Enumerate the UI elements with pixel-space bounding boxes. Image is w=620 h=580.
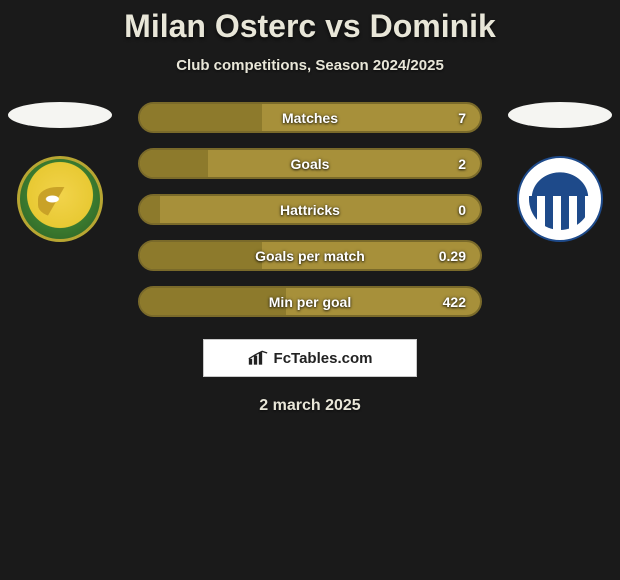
right-club-badge: [517, 156, 603, 242]
stat-fill: [140, 242, 262, 269]
subtitle: Club competitions, Season 2024/2025: [0, 57, 620, 74]
comparison-area: Matches 7 Goals 2 Hattricks 0 Goals per …: [0, 102, 620, 415]
stats-list: Matches 7 Goals 2 Hattricks 0 Goals per …: [138, 102, 482, 317]
stat-label: Goals: [291, 156, 330, 172]
stat-label: Min per goal: [269, 294, 351, 310]
stat-fill: [140, 288, 286, 315]
stat-row-goals-per-match: Goals per match 0.29: [138, 240, 482, 271]
right-player-column: [500, 102, 620, 242]
stat-label: Goals per match: [255, 248, 365, 264]
stat-value: 0.29: [439, 248, 466, 264]
stat-row-hattricks: Hattricks 0: [138, 194, 482, 225]
left-player-avatar: [8, 102, 112, 128]
left-club-badge: [17, 156, 103, 242]
stat-value: 7: [458, 110, 466, 126]
stat-fill: [140, 196, 160, 223]
page-title: Milan Osterc vs Dominik: [0, 0, 620, 45]
left-player-column: [0, 102, 120, 242]
brand-badge[interactable]: FcTables.com: [203, 339, 417, 377]
stat-label: Hattricks: [280, 202, 340, 218]
stat-fill: [140, 104, 262, 131]
stat-value: 422: [443, 294, 466, 310]
stat-row-matches: Matches 7: [138, 102, 482, 133]
stat-row-goals: Goals 2: [138, 148, 482, 179]
stat-value: 2: [458, 156, 466, 172]
brand-text: FcTables.com: [274, 350, 373, 367]
stat-row-min-per-goal: Min per goal 422: [138, 286, 482, 317]
footer-date: 2 march 2025: [0, 397, 620, 415]
stat-fill: [140, 150, 208, 177]
bar-chart-icon: [248, 350, 268, 366]
right-player-avatar: [508, 102, 612, 128]
stat-label: Matches: [282, 110, 338, 126]
stat-value: 0: [458, 202, 466, 218]
